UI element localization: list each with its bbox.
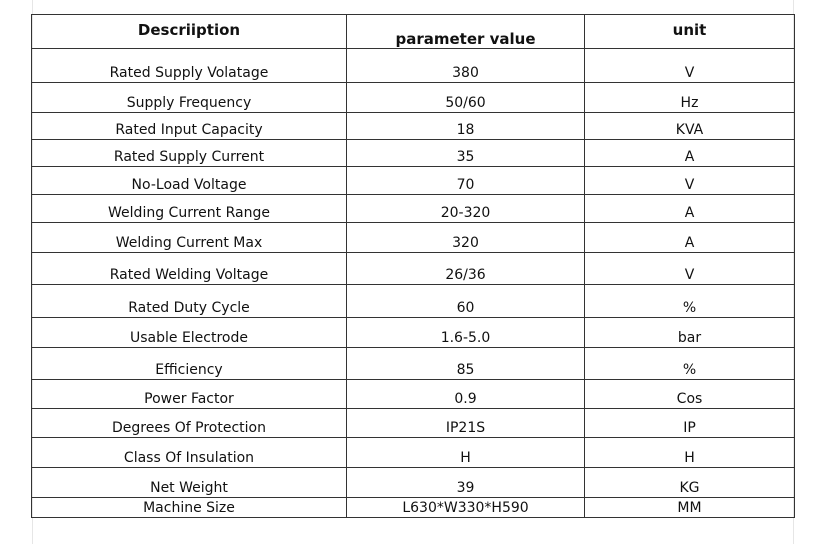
cell-value: 320 [346,222,585,253]
cell-unit: bar [584,317,795,348]
table-row: Welding Current Max 320 A [31,222,795,253]
header-description: Descriiption [31,14,347,49]
table-row: Rated Supply Current 35 A [31,139,795,167]
table-row: No-Load Voltage 70 V [31,166,795,195]
cell-description: Net Weight [31,467,347,498]
cell-description: Rated Input Capacity [31,112,347,140]
cell-value: 85 [346,347,585,380]
header-unit: unit [584,14,795,49]
header-parameter-value: parameter value [346,14,585,49]
cell-description: Welding Current Max [31,222,347,253]
cell-unit: A [584,222,795,253]
cell-value: L630*W330*H590 [346,497,585,518]
cell-unit: MM [584,497,795,518]
cell-unit: V [584,48,795,83]
cell-unit: % [584,284,795,318]
cell-description: Machine Size [31,497,347,518]
cell-description: Efficiency [31,347,347,380]
table-row: Degrees Of Protection IP21S IP [31,408,795,438]
cell-description: Rated Supply Current [31,139,347,167]
cell-unit: V [584,166,795,195]
spec-table: Descriiption parameter value unit Rated … [31,14,795,518]
table-row: Net Weight 39 KG [31,467,795,498]
cell-value: 1.6-5.0 [346,317,585,348]
cell-description: Degrees Of Protection [31,408,347,438]
table-row: Rated Input Capacity 18 KVA [31,112,795,140]
cell-unit: H [584,437,795,468]
cell-unit: A [584,194,795,223]
cell-description: Power Factor [31,379,347,409]
cell-description: No-Load Voltage [31,166,347,195]
table-row: Supply Frequency 50/60 Hz [31,82,795,113]
cell-description: Welding Current Range [31,194,347,223]
table-row: Efficiency 85 % [31,347,795,380]
cell-unit: A [584,139,795,167]
table-row: Machine Size L630*W330*H590 MM [31,497,795,518]
cell-description: Rated Welding Voltage [31,252,347,285]
cell-unit: KVA [584,112,795,140]
table-row: Rated Welding Voltage 26/36 V [31,252,795,285]
cell-value: 20-320 [346,194,585,223]
cell-value: 50/60 [346,82,585,113]
cell-unit: V [584,252,795,285]
cell-value: 39 [346,467,585,498]
cell-value: 18 [346,112,585,140]
cell-unit: IP [584,408,795,438]
cell-unit: % [584,347,795,380]
table-row: Rated Supply Volatage 380 V [31,48,795,83]
cell-unit: Hz [584,82,795,113]
cell-value: IP21S [346,408,585,438]
cell-value: 0.9 [346,379,585,409]
table-row: Power Factor 0.9 Cos [31,379,795,409]
cell-description: Class Of Insulation [31,437,347,468]
table-header-row: Descriiption parameter value unit [31,14,795,49]
cell-value: 380 [346,48,585,83]
cell-unit: Cos [584,379,795,409]
cell-description: Supply Frequency [31,82,347,113]
cell-description: Rated Duty Cycle [31,284,347,318]
cell-value: 60 [346,284,585,318]
table-row: Rated Duty Cycle 60 % [31,284,795,318]
cell-description: Rated Supply Volatage [31,48,347,83]
cell-value: 70 [346,166,585,195]
cell-value: H [346,437,585,468]
cell-unit: KG [584,467,795,498]
table-row: Usable Electrode 1.6-5.0 bar [31,317,795,348]
cell-description: Usable Electrode [31,317,347,348]
cell-value: 26/36 [346,252,585,285]
cell-value: 35 [346,139,585,167]
table-row: Welding Current Range 20-320 A [31,194,795,223]
table-row: Class Of Insulation H H [31,437,795,468]
